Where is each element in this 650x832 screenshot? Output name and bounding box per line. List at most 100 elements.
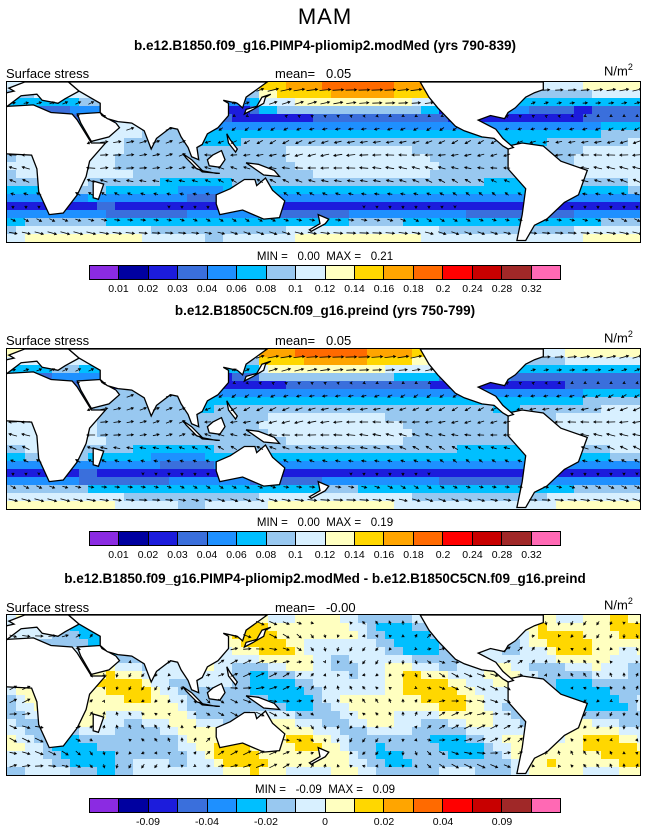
colorbar-swatch [178,799,208,812]
colorbar-swatch [413,799,444,812]
panel-2-variable-label: Surface stress [6,333,90,348]
land-mask [7,615,589,775]
colorbar-label: 0.03 [167,549,188,561]
mean-label: mean= [275,600,316,615]
panel-1-colorbar [89,265,561,280]
colorbar-swatch [443,799,473,812]
colorbar-swatch [502,266,532,279]
panel-1-title: b.e12.B1850.f09_g16.PIMP4-pliomip2.modMe… [134,38,516,53]
colorbar-label: 0.06 [226,283,247,295]
wind-stress-vectors [9,620,639,769]
colorbar-label: -0.09 [136,816,160,828]
colorbar-label: 0 [322,816,328,828]
panel-2-colorbar [89,531,561,546]
colorbar-label: 0.02 [137,549,159,561]
max-label: MAX = [326,517,362,529]
colorbar-swatch [148,799,179,812]
units-text: N/m [604,597,628,613]
colorbar-swatch [384,532,414,545]
colorbar-label: 0.18 [403,283,424,295]
units-exponent: 2 [627,62,633,72]
colorbar-swatch [148,266,179,279]
colorbar-swatch [354,266,385,279]
colorbar-label: 0.03 [167,283,188,295]
colorbar-label: 0.18 [403,549,424,561]
units-exponent: 2 [627,329,633,339]
colorbar-swatch [325,799,355,812]
min-value: 0.00 [297,251,320,263]
colorbar-label: 0.04 [432,816,454,828]
colorbar-swatch [325,266,355,279]
panel-3-units: N/m2 [604,596,633,612]
min-label: MIN = [256,517,288,529]
colorbar-label: -0.04 [195,816,219,828]
colorbar-label: 0.32 [521,549,542,561]
colorbar-label: 0.16 [373,549,395,561]
colorbar-label: 0.28 [491,283,513,295]
colorbar-label: 0.08 [255,283,277,295]
panel-1-map [6,81,641,243]
colorbar-swatch [237,266,267,279]
units-text: N/m [604,330,628,346]
max-label: MAX = [326,251,362,263]
colorbar-swatch [384,799,414,812]
colorbar-swatch [296,799,326,812]
colorbar-swatch [90,799,120,812]
panel-2-title: b.e12.B1850C5CN.f09_g16.preind (yrs 750-… [174,303,476,318]
panel-2-map [6,348,641,510]
colorbar-swatch [296,266,326,279]
colorbar-label: 0.01 [108,549,129,561]
land-mask [7,82,589,242]
colorbar-swatch [119,799,149,812]
panel-3-colorbar [89,798,561,813]
colorbar-label: 0.1 [288,549,303,561]
colorbar-swatch [237,532,267,545]
panel-2-mean: mean= 0.05 [275,333,351,348]
mean-value: 0.05 [325,66,352,81]
wind-stress-vectors [8,354,640,503]
colorbar-label: 0.12 [314,283,336,295]
units-exponent: 2 [627,596,633,606]
mean-value: 0.05 [325,333,352,348]
colorbar-label: 0.02 [373,816,395,828]
season-title: MAM [297,4,353,29]
colorbar-swatch [266,266,297,279]
panel-3-title: b.e12.B1850.f09_g16.PIMP4-pliomip2.modMe… [64,571,586,586]
min-label: MIN = [254,784,286,796]
colorbar-swatch [472,266,503,279]
colorbar-label: 0.08 [255,549,277,561]
colorbar-swatch [502,532,532,545]
colorbar-swatch [266,799,297,812]
colorbar-label: 0.09 [491,816,513,828]
land-mask [7,349,589,509]
colorbar-swatch [531,266,560,279]
colorbar-label: 0.14 [344,283,365,295]
min-label: MIN = [256,251,288,263]
colorbar-label: 0.1 [288,283,303,295]
colorbar-swatch [472,532,503,545]
colorbar-label: 0.02 [137,283,159,295]
panel-2-minmax: MIN = 0.00 MAX = 0.19 [0,517,650,529]
colorbar-label: 0.24 [462,283,483,295]
panel-3-minmax: MIN = -0.09 MAX = 0.09 [0,784,650,796]
colorbar-label: 0.16 [373,283,395,295]
colorbar-label: 0.28 [491,549,513,561]
colorbar-swatch [443,532,473,545]
panel-1-minmax: MIN = 0.00 MAX = 0.21 [0,251,650,263]
colorbar-swatch [237,799,267,812]
colorbar-swatch [266,532,297,545]
colorbar-swatch [148,532,179,545]
colorbar-swatch [207,532,238,545]
colorbar-label: 0.2 [435,549,451,561]
min-value: -0.09 [295,784,322,796]
colorbar-swatch [531,532,560,545]
colorbar-swatch [354,532,385,545]
colorbar-swatch [384,266,414,279]
panel-3-variable-label: Surface stress [6,600,90,615]
units-text: N/m [604,63,628,79]
colorbar-swatch [207,266,238,279]
colorbar-swatch [413,532,444,545]
colorbar-label: 0.04 [196,283,218,295]
colorbar-label: 0.12 [314,549,336,561]
panel-3-colorbar-labels: -0.09 -0.04 -0.02 0 0.02 0.04 0.09 [89,816,561,830]
